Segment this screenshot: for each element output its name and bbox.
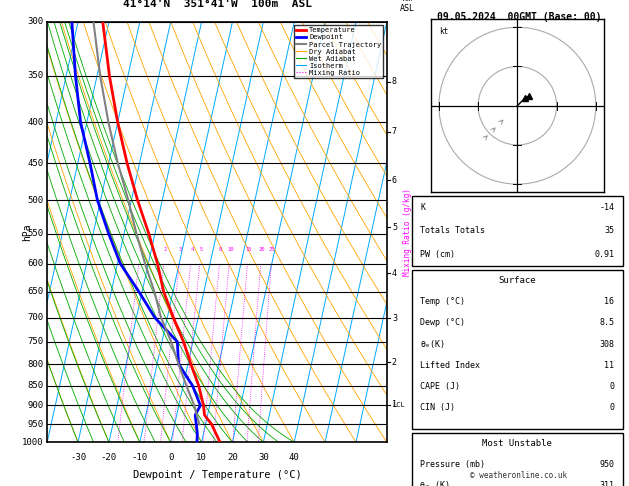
Text: 10: 10 <box>227 247 233 252</box>
Text: 6: 6 <box>392 175 397 185</box>
Text: 8.5: 8.5 <box>599 318 615 328</box>
Text: Dewp (°C): Dewp (°C) <box>420 318 465 328</box>
Text: 900: 900 <box>28 401 44 410</box>
Text: 350: 350 <box>28 71 44 80</box>
Text: 35: 35 <box>604 226 615 235</box>
Text: 8: 8 <box>219 247 222 252</box>
Text: 20: 20 <box>227 453 238 462</box>
Text: 30: 30 <box>258 453 269 462</box>
Text: -20: -20 <box>101 453 117 462</box>
Text: 1: 1 <box>392 400 397 409</box>
Text: θₑ(K): θₑ(K) <box>420 340 445 348</box>
Text: Temp (°C): Temp (°C) <box>420 297 465 306</box>
Text: 400: 400 <box>28 118 44 127</box>
Text: 650: 650 <box>28 287 44 296</box>
Text: 0: 0 <box>168 453 174 462</box>
Text: Most Unstable: Most Unstable <box>482 439 552 448</box>
Text: 550: 550 <box>28 229 44 238</box>
Text: 800: 800 <box>28 360 44 369</box>
Text: 0: 0 <box>610 382 615 391</box>
Text: 450: 450 <box>28 159 44 168</box>
Text: PW (cm): PW (cm) <box>420 250 455 259</box>
Text: 2: 2 <box>164 247 167 252</box>
Text: kt: kt <box>439 27 448 36</box>
Legend: Temperature, Dewpoint, Parcel Trajectory, Dry Adiabat, Wet Adiabat, Isotherm, Mi: Temperature, Dewpoint, Parcel Trajectory… <box>294 25 383 78</box>
Text: 11: 11 <box>604 361 615 370</box>
Text: 0: 0 <box>610 403 615 413</box>
Text: Totals Totals: Totals Totals <box>420 226 486 235</box>
Text: 10: 10 <box>196 453 207 462</box>
Text: Mixing Ratio (g/kg): Mixing Ratio (g/kg) <box>403 188 412 276</box>
Text: 25: 25 <box>269 247 276 252</box>
Text: 3: 3 <box>179 247 182 252</box>
Text: 1000: 1000 <box>22 438 44 447</box>
Text: 8: 8 <box>392 77 397 86</box>
Text: 0.91: 0.91 <box>594 250 615 259</box>
Text: 41°14'N  351°41'W  100m  ASL: 41°14'N 351°41'W 100m ASL <box>123 0 311 9</box>
Text: 4: 4 <box>191 247 194 252</box>
Text: 700: 700 <box>28 313 44 322</box>
Text: θₑ (K): θₑ (K) <box>420 481 450 486</box>
Text: Pressure (mb): Pressure (mb) <box>420 460 486 469</box>
Text: 2: 2 <box>392 358 397 366</box>
Text: 600: 600 <box>28 260 44 268</box>
Text: LCL: LCL <box>392 402 404 408</box>
Text: 311: 311 <box>599 481 615 486</box>
Text: CIN (J): CIN (J) <box>420 403 455 413</box>
Text: 15: 15 <box>245 247 252 252</box>
Text: 500: 500 <box>28 196 44 205</box>
Text: Dewpoint / Temperature (°C): Dewpoint / Temperature (°C) <box>133 469 301 480</box>
Text: K: K <box>420 203 425 212</box>
Text: Surface: Surface <box>499 276 536 285</box>
Text: -30: -30 <box>70 453 86 462</box>
Text: 40: 40 <box>289 453 299 462</box>
Text: 1: 1 <box>138 247 142 252</box>
Text: 950: 950 <box>28 420 44 429</box>
Text: 7: 7 <box>392 127 397 136</box>
Text: km
ASL: km ASL <box>399 0 415 14</box>
Text: 3: 3 <box>392 314 397 323</box>
Text: 850: 850 <box>28 381 44 390</box>
Text: 950: 950 <box>599 460 615 469</box>
Text: 5: 5 <box>199 247 203 252</box>
Text: hPa: hPa <box>22 223 32 241</box>
Text: -10: -10 <box>131 453 148 462</box>
Text: 750: 750 <box>28 337 44 347</box>
Text: 5: 5 <box>392 223 397 232</box>
Text: Lifted Index: Lifted Index <box>420 361 481 370</box>
Text: -14: -14 <box>599 203 615 212</box>
Text: 308: 308 <box>599 340 615 348</box>
Text: 20: 20 <box>259 247 265 252</box>
Text: 4: 4 <box>392 269 397 278</box>
Text: CAPE (J): CAPE (J) <box>420 382 460 391</box>
Text: © weatheronline.co.uk: © weatheronline.co.uk <box>470 471 567 480</box>
Text: 16: 16 <box>604 297 615 306</box>
Text: 09.05.2024  00GMT (Base: 00): 09.05.2024 00GMT (Base: 00) <box>437 12 601 22</box>
Text: 300: 300 <box>28 17 44 26</box>
